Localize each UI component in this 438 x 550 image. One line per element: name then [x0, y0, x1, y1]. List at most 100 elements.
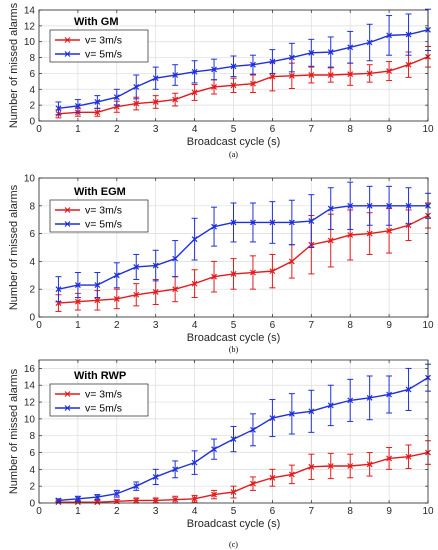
data-point-marker: [269, 73, 276, 80]
data-point-marker: [308, 72, 315, 78]
axes-frame: [38, 9, 429, 122]
data-point-marker: [211, 223, 217, 230]
data-point-marker: [152, 289, 159, 295]
x-tick-label: 9: [386, 320, 392, 331]
y-tick-label: 10: [24, 37, 36, 48]
data-point-marker: [230, 219, 237, 226]
data-point-marker: [230, 82, 237, 89]
data-point-marker: [327, 205, 334, 212]
data-point-marker: [152, 262, 159, 269]
data-point-marker: [230, 270, 237, 277]
data-point-marker: [94, 282, 101, 288]
legend-entry-label: v= 3m/s: [85, 389, 122, 401]
data-point-marker: [366, 230, 373, 237]
data-point-marker: [191, 236, 198, 243]
x-tick-label: 4: [192, 506, 198, 517]
data-point-marker: [211, 66, 217, 73]
series-v3: [55, 440, 431, 506]
x-axis-label: Broadcast cycle (s): [187, 136, 281, 148]
series-line: [58, 377, 429, 502]
x-axis-label: Broadcast cycle (s): [187, 332, 281, 344]
x-tick-label: 2: [114, 506, 120, 517]
legend-marker: [64, 207, 71, 213]
data-point-marker: [211, 446, 217, 453]
series-line: [58, 205, 428, 290]
series-line: [58, 29, 429, 110]
data-point-marker: [55, 497, 62, 504]
x-tick-label: 1: [75, 506, 81, 517]
data-point-marker: [152, 497, 159, 504]
y-tick-label: 6: [29, 229, 35, 240]
data-point-marker: [386, 391, 393, 398]
legend-marker: [64, 221, 71, 227]
y-tick-label: 2: [29, 285, 35, 296]
data-point-marker: [94, 99, 101, 105]
data-point-marker: [347, 397, 354, 404]
legend-box: [49, 383, 149, 417]
axes-frame: [38, 359, 429, 504]
x-tick-label: 2: [114, 320, 120, 331]
y-tick-label: 14: [24, 381, 36, 392]
series-v5: [55, 363, 431, 504]
y-tick-label: 10: [24, 414, 36, 425]
data-point-marker: [405, 453, 412, 460]
x-tick-label: 0: [36, 124, 42, 135]
x-tick-label: 4: [192, 124, 198, 135]
data-point-marker: [250, 426, 256, 433]
legend-box: [49, 29, 149, 63]
legend-marker: [64, 391, 71, 397]
x-tick-label: 3: [153, 506, 159, 517]
data-point-marker: [191, 459, 198, 466]
x-tick-label: 3: [153, 124, 159, 135]
x-tick-label: 5: [231, 506, 237, 517]
data-point-marker: [288, 258, 295, 265]
x-tick-label: 7: [309, 124, 315, 135]
data-point-marker: [386, 202, 393, 209]
data-point-marker: [133, 483, 140, 490]
data-point-marker: [288, 219, 295, 226]
data-point-marker: [347, 44, 354, 51]
data-point-marker: [308, 408, 315, 415]
x-tick-label: 2: [114, 124, 120, 135]
data-point-marker: [133, 100, 140, 107]
data-point-marker: [308, 218, 315, 225]
data-point-marker: [172, 72, 179, 78]
x-tick-label: 6: [270, 320, 276, 331]
data-point-marker: [74, 282, 81, 288]
data-point-marker: [288, 410, 295, 417]
data-point-marker: [405, 61, 412, 68]
x-tick-label: 3: [153, 320, 159, 331]
legend-entry-label: v= 5m/s: [85, 219, 122, 231]
x-tick-label: 7: [309, 320, 315, 331]
data-point-marker: [347, 232, 354, 238]
data-point-marker: [288, 54, 295, 61]
x-tick-label: 0: [36, 320, 42, 331]
data-point-marker: [113, 272, 120, 279]
data-point-marker: [133, 497, 140, 504]
data-point-marker: [347, 71, 354, 78]
data-point-marker: [288, 72, 295, 79]
data-point-marker: [347, 202, 354, 209]
series-line: [58, 451, 429, 503]
data-point-marker: [55, 105, 62, 112]
y-tick-label: 6: [29, 448, 35, 459]
data-point-marker: [113, 296, 120, 302]
data-point-marker: [172, 286, 179, 293]
y-tick-label: 0: [29, 499, 35, 510]
y-tick-label: 2: [29, 101, 35, 112]
data-point-marker: [113, 94, 120, 101]
panel-caption: (a): [229, 150, 238, 159]
data-point-marker: [55, 286, 62, 293]
data-point-marker: [366, 39, 373, 46]
data-point-marker: [386, 227, 393, 234]
data-point-marker: [230, 489, 237, 495]
x-tick-label: 7: [309, 506, 315, 517]
y-tick-label: 4: [29, 257, 35, 268]
data-point-marker: [191, 89, 198, 96]
legend-entry-label: v= 5m/s: [85, 49, 122, 61]
data-point-marker: [288, 471, 295, 478]
y-tick-label: 0: [29, 117, 35, 128]
x-tick-label: 9: [386, 124, 392, 135]
data-point-marker: [74, 495, 81, 502]
